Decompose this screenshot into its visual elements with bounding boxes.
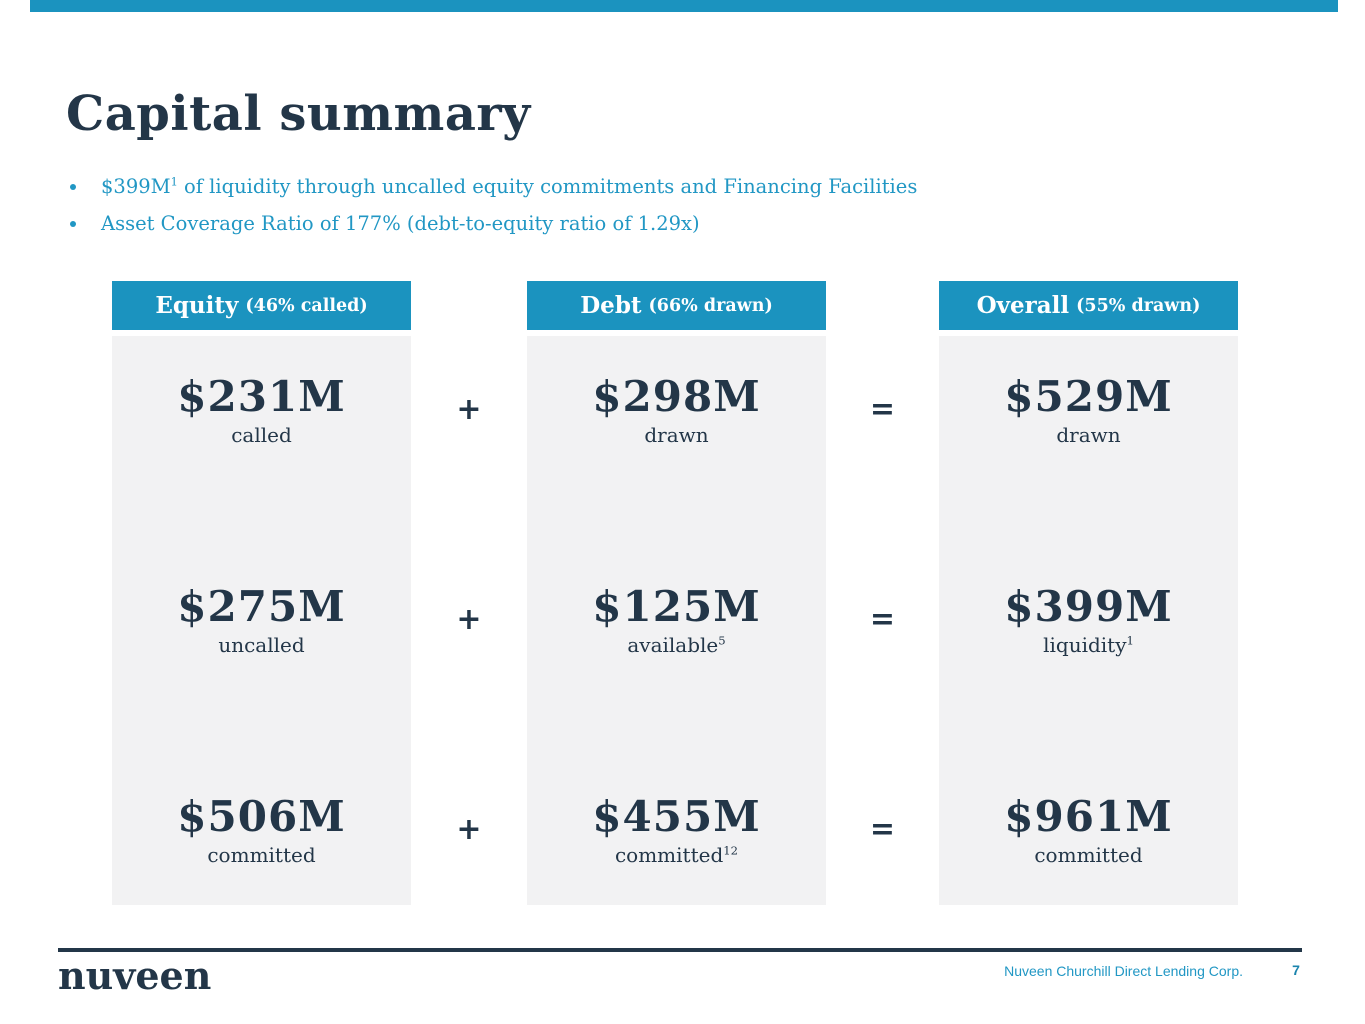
footnote-superscript: 1	[170, 175, 178, 189]
equals-sign: =	[869, 392, 896, 427]
nuveen-logo: nuveen	[58, 953, 212, 998]
bullet-item-coverage-ratio: Asset Coverage Ratio of 177% (debt-to-eq…	[68, 211, 968, 237]
equity-called-label: called	[231, 423, 292, 447]
bullet-list: $399M1 of liquidity through uncalled equ…	[68, 174, 968, 248]
overall-liquidity-cell: $399M liquidity1	[939, 582, 1238, 658]
equity-committed-label: committed	[207, 843, 316, 867]
plus-sign: +	[456, 812, 482, 847]
overall-column: Overall (55% drawn) $529M drawn $399M li…	[939, 281, 1238, 905]
debt-committed-label: committed12	[614, 843, 739, 867]
top-accent-bar	[30, 0, 1338, 12]
overall-committed-cell: $961M committed	[939, 792, 1238, 868]
debt-available-label: available5	[627, 633, 726, 657]
page-number: 7	[1292, 962, 1300, 978]
overall-liquidity-label: liquidity1	[1043, 633, 1134, 657]
overall-column-header: Overall (55% drawn)	[939, 281, 1238, 330]
bullet-dot-icon	[70, 184, 76, 190]
equity-column-header: Equity (46% called)	[112, 281, 411, 330]
debt-column-header: Debt (66% drawn)	[527, 281, 826, 330]
debt-committed-cell: $455M committed12	[527, 792, 826, 868]
equity-column-panel: $231M called $275M uncalled $506M commit…	[112, 336, 411, 905]
overall-liquidity-value: $399M	[1004, 582, 1173, 631]
equals-operator-column: = = =	[826, 336, 939, 905]
column-header-name: Debt	[580, 292, 642, 319]
overall-committed-label: committed	[1034, 843, 1143, 867]
equity-uncalled-label: uncalled	[218, 633, 305, 657]
debt-available-cell: $125M available5	[527, 582, 826, 658]
bullet-text-rest: of liquidity through uncalled equity com…	[177, 175, 918, 198]
debt-drawn-label: drawn	[644, 423, 709, 447]
column-header-note: (46% called)	[245, 295, 368, 316]
equity-called-value: $231M	[177, 372, 346, 421]
plus-operator-column: + + +	[411, 336, 527, 905]
debt-drawn-value: $298M	[592, 372, 761, 421]
column-header-note: (55% drawn)	[1076, 295, 1201, 316]
column-header-name: Overall	[976, 292, 1070, 319]
debt-column-panel: $298M drawn $125M available5 $455M commi…	[527, 336, 826, 905]
equity-column: Equity (46% called) $231M called $275M u…	[112, 281, 411, 905]
footer-divider	[58, 948, 1302, 952]
equals-sign: =	[869, 602, 896, 637]
debt-column: Debt (66% drawn) $298M drawn $125M avail…	[527, 281, 826, 905]
equity-uncalled-value: $275M	[177, 582, 346, 631]
equity-called-cell: $231M called	[112, 372, 411, 448]
debt-available-value: $125M	[592, 582, 761, 631]
bullet-text-prefix: $399M	[101, 175, 171, 198]
bullet-dot-icon	[70, 221, 76, 227]
plus-sign: +	[456, 602, 482, 637]
debt-committed-value: $455M	[592, 792, 761, 841]
page-title: Capital summary	[66, 86, 531, 142]
footer-company-name: Nuveen Churchill Direct Lending Corp.	[1004, 963, 1243, 979]
overall-column-panel: $529M drawn $399M liquidity1 $961M commi…	[939, 336, 1238, 905]
overall-committed-value: $961M	[1004, 792, 1173, 841]
bullet-text: Asset Coverage Ratio of 177% (debt-to-eq…	[101, 212, 700, 235]
column-header-note: (66% drawn)	[648, 295, 773, 316]
equity-uncalled-cell: $275M uncalled	[112, 582, 411, 658]
overall-drawn-cell: $529M drawn	[939, 372, 1238, 448]
equals-sign: =	[869, 812, 896, 847]
equity-committed-value: $506M	[177, 792, 346, 841]
debt-drawn-cell: $298M drawn	[527, 372, 826, 448]
bullet-item-liquidity: $399M1 of liquidity through uncalled equ…	[68, 174, 968, 200]
equity-committed-cell: $506M committed	[112, 792, 411, 868]
plus-sign: +	[456, 392, 482, 427]
overall-drawn-value: $529M	[1004, 372, 1173, 421]
overall-drawn-label: drawn	[1056, 423, 1121, 447]
column-header-name: Equity	[155, 292, 239, 319]
